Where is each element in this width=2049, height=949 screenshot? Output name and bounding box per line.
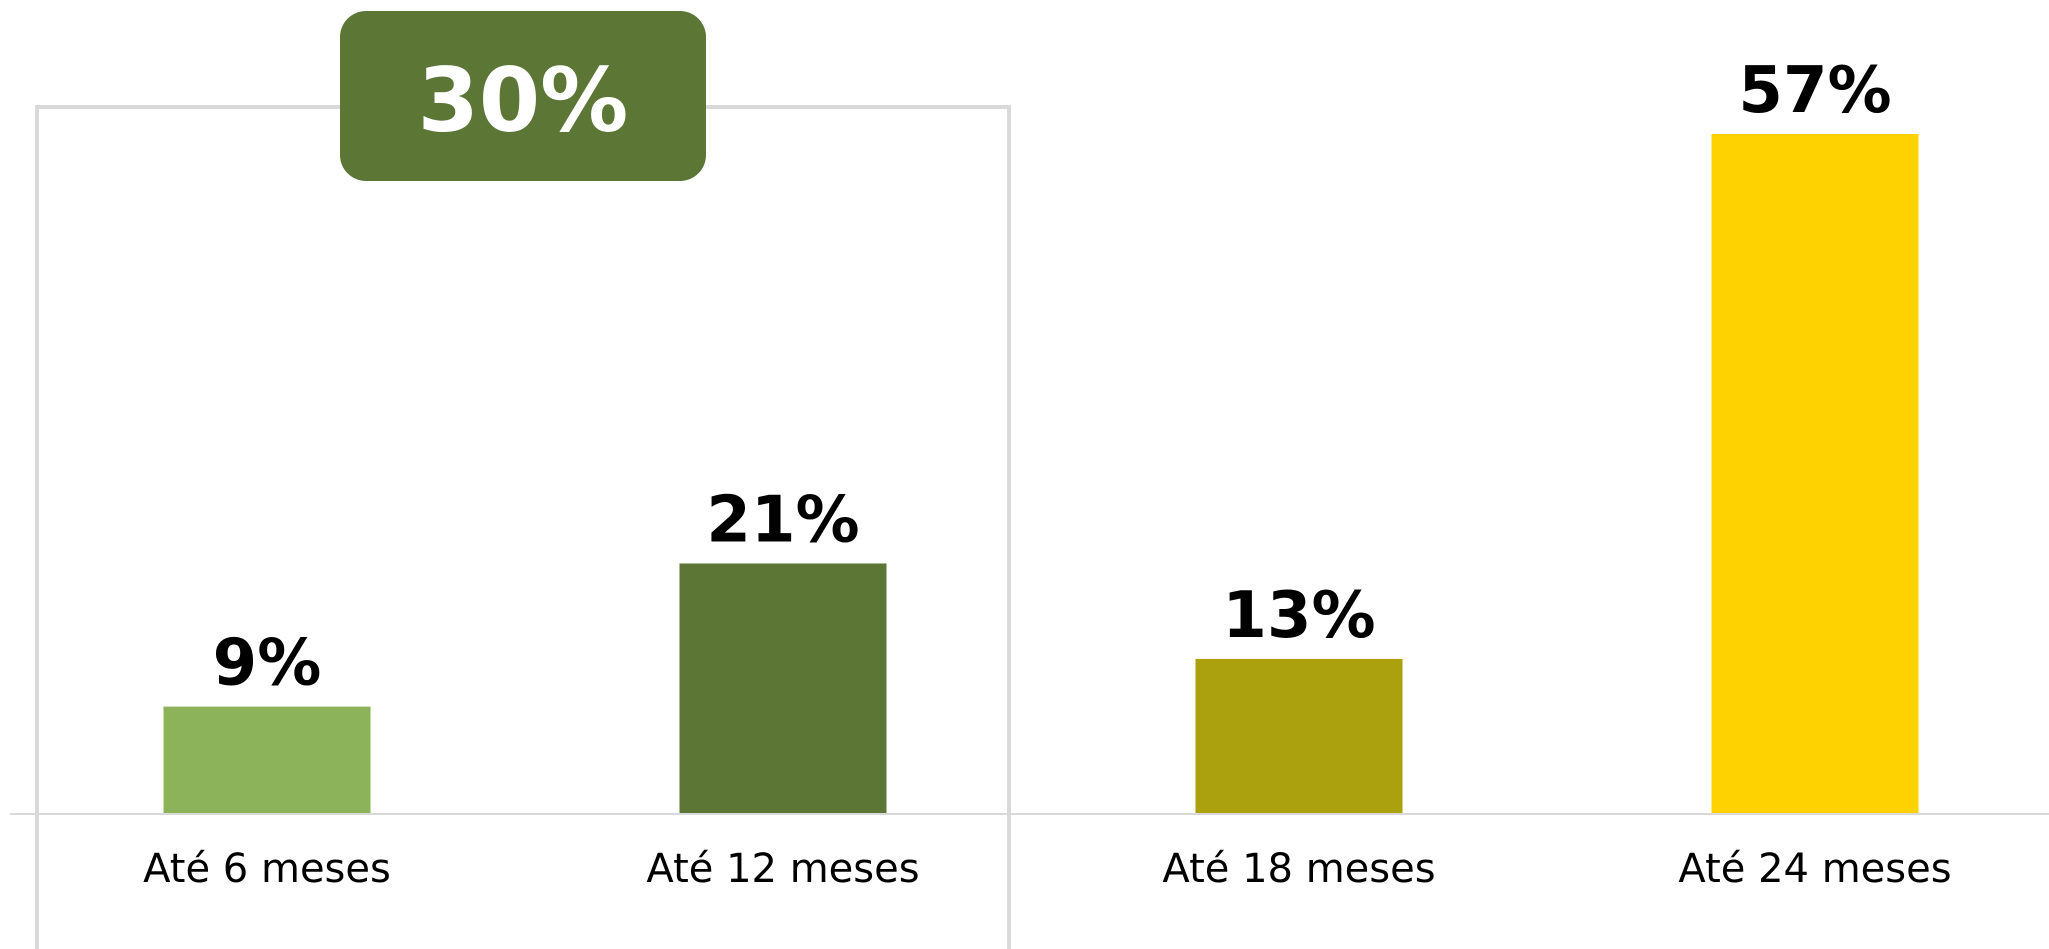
group-callout-box xyxy=(340,11,706,181)
category-label-4: Até 24 meses xyxy=(1678,846,1951,892)
category-label-2: Até 12 meses xyxy=(646,846,919,892)
bar-1 xyxy=(163,706,371,814)
data-label-1: 9% xyxy=(213,627,322,701)
group-frame xyxy=(35,105,1011,949)
bar-4 xyxy=(1711,134,1919,814)
plot-area: 9% Até 6 meses 21% Até 12 meses 13% Até 18 me… xyxy=(143,54,1951,892)
group-callout: 30% xyxy=(340,11,706,181)
category-label-3: Até 18 meses xyxy=(1162,846,1435,892)
group-callout-label: 30% xyxy=(418,49,629,152)
data-label-4: 57% xyxy=(1738,54,1891,128)
bar-2 xyxy=(679,563,887,814)
category-label-1: Até 6 meses xyxy=(143,846,391,892)
bar-3 xyxy=(1195,658,1403,814)
data-label-3: 13% xyxy=(1222,579,1375,653)
data-label-2: 21% xyxy=(706,483,859,557)
